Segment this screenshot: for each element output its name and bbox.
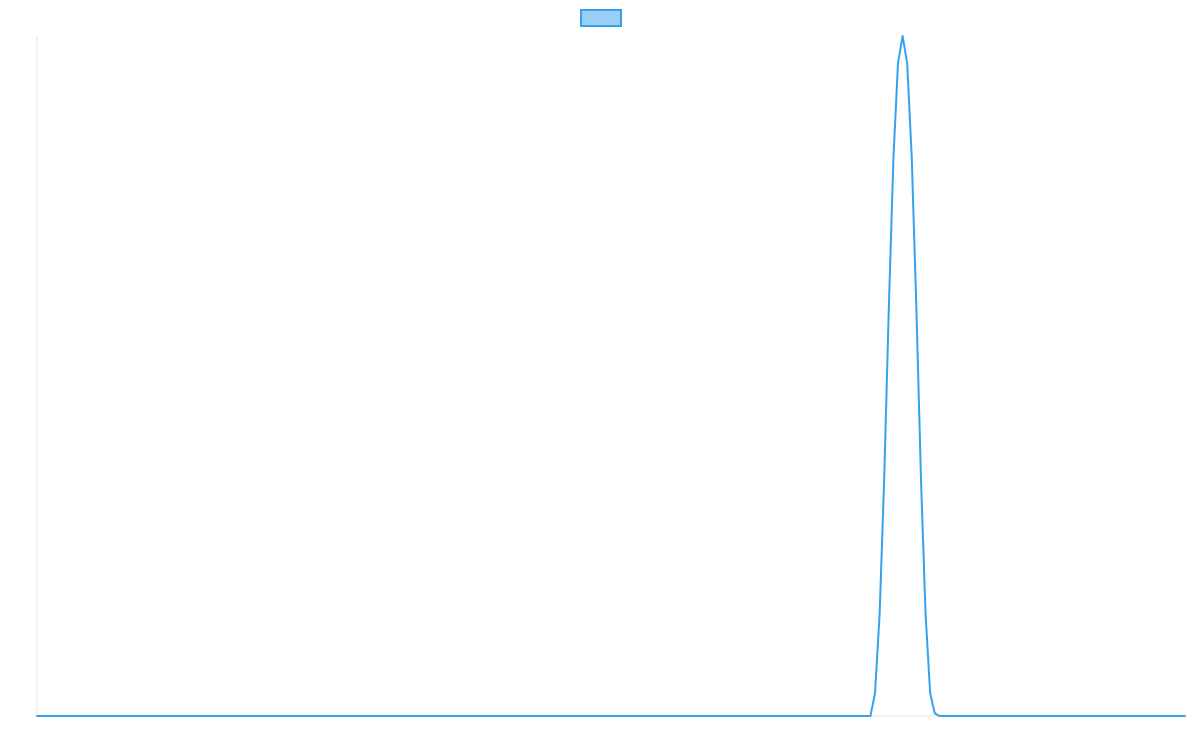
legend[interactable]: [580, 9, 622, 27]
legend-item-0[interactable]: [580, 9, 622, 27]
legend-swatch-0: [580, 9, 622, 27]
axes: [36, 36, 1185, 717]
series-layer: [36, 35, 1186, 717]
series-line-0: [36, 35, 1186, 717]
